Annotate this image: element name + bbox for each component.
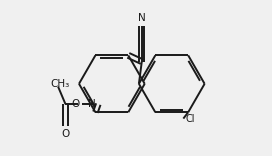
Text: O: O xyxy=(61,129,70,139)
Text: N: N xyxy=(138,14,146,24)
Text: CH₃: CH₃ xyxy=(50,79,70,89)
Text: O: O xyxy=(72,99,80,109)
Text: Cl: Cl xyxy=(185,114,195,124)
Text: N: N xyxy=(88,99,95,109)
